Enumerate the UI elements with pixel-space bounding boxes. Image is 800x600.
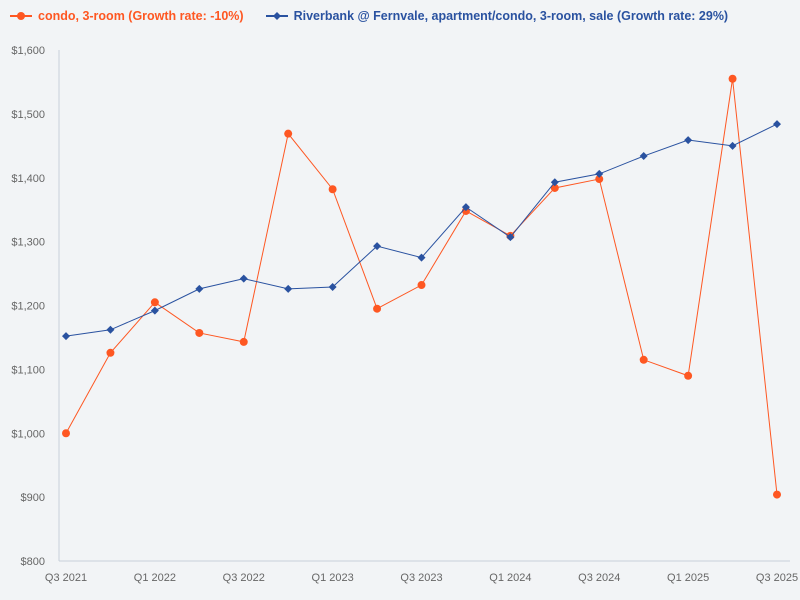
data-point <box>106 348 115 357</box>
data-point <box>773 490 781 499</box>
y-tick-label: $1,600 <box>11 45 45 57</box>
legend: condo, 3-room (Growth rate: -10%) Riverb… <box>10 9 728 23</box>
y-tick-label: $1,200 <box>11 301 45 313</box>
x-tick-label: Q1 2022 <box>134 572 176 584</box>
data-point <box>106 325 115 334</box>
circle-marker-icon <box>10 12 32 20</box>
data-point <box>150 306 159 315</box>
data-point <box>728 74 737 83</box>
x-tick-label: Q3 2022 <box>223 572 265 584</box>
data-point <box>417 281 426 290</box>
data-point <box>773 120 781 129</box>
x-tick-label: Q1 2024 <box>489 572 531 584</box>
data-point <box>550 178 559 187</box>
data-point <box>328 282 337 291</box>
data-point <box>461 203 470 212</box>
data-point <box>239 337 248 346</box>
y-tick-label: $1,400 <box>11 173 45 185</box>
data-point <box>595 175 604 184</box>
data-point <box>284 284 293 293</box>
data-point <box>684 371 693 380</box>
legend-label: Riverbank @ Fernvale, apartment/condo, 3… <box>293 9 729 23</box>
data-point <box>506 233 515 242</box>
legend-item-riverbank[interactable]: Riverbank @ Fernvale, apartment/condo, 3… <box>265 9 729 23</box>
y-tick-label: $900 <box>21 492 45 504</box>
y-tick-label: $1,300 <box>11 237 45 249</box>
series-line-1 <box>65 123 778 337</box>
data-point <box>417 253 426 262</box>
data-point <box>284 129 293 138</box>
data-point <box>373 304 382 313</box>
data-point <box>62 429 70 438</box>
x-tick-label: Q3 2024 <box>578 572 620 584</box>
y-tick-label: $800 <box>21 556 45 568</box>
data-point <box>195 328 204 337</box>
diamond-marker-icon <box>265 12 288 20</box>
y-tick-label: $1,100 <box>11 364 45 376</box>
data-point <box>328 185 337 194</box>
data-point <box>595 169 604 178</box>
x-tick-label: Q3 2023 <box>400 572 442 584</box>
legend-label: condo, 3-room (Growth rate: -10%) <box>38 9 244 23</box>
data-point <box>150 298 159 307</box>
data-point <box>728 141 737 150</box>
data-point <box>639 152 648 161</box>
y-tick-label: $1,500 <box>11 109 45 121</box>
legend-item-condo[interactable]: condo, 3-room (Growth rate: -10%) <box>10 9 244 23</box>
data-point <box>684 136 693 145</box>
data-point <box>195 284 204 293</box>
data-point <box>639 355 648 364</box>
x-tick-label: Q3 2021 <box>45 572 87 584</box>
x-tick-label: Q1 2023 <box>312 572 354 584</box>
data-point <box>62 332 70 341</box>
data-point <box>239 274 248 283</box>
x-tick-label: Q1 2025 <box>667 572 709 584</box>
x-tick-label: Q3 2025 <box>756 572 798 584</box>
y-tick-label: $1,000 <box>11 428 45 440</box>
data-point <box>373 242 382 251</box>
data-point <box>550 183 559 192</box>
